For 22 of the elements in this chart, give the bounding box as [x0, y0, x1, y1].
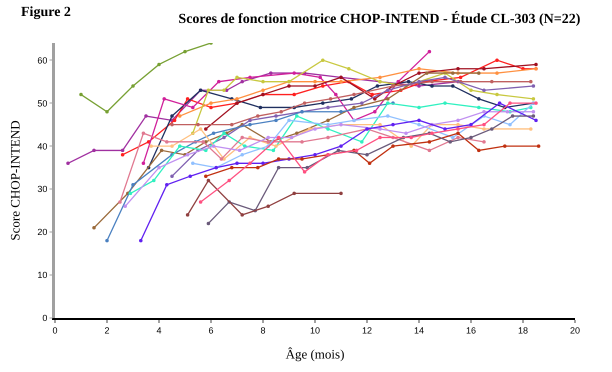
x-tick-label: 18	[518, 326, 528, 336]
x-tick-label: 8	[260, 326, 266, 336]
y-axis-title: Score CHOP-INTEND	[7, 120, 22, 241]
y-tick-label: 60	[37, 55, 48, 66]
y-tick-label: 0	[42, 313, 48, 324]
x-tick-label: 4	[156, 326, 162, 336]
x-tick-label: 14	[414, 326, 424, 336]
x-tick-label: 0	[52, 326, 58, 336]
x-tick-label: 6	[208, 326, 214, 336]
y-tick-label: 40	[37, 141, 48, 152]
y-tick-label: 10	[37, 270, 48, 280]
x-tick-label: 10	[310, 326, 320, 336]
x-tick-label: 20	[570, 326, 580, 336]
y-tick-label: 50	[37, 98, 48, 108]
y-tick-label: 30	[37, 184, 48, 194]
caption: Figure 2	[21, 5, 71, 20]
x-tick-label: 2	[104, 326, 110, 336]
x-tick-label: 12	[362, 326, 372, 336]
x-tick-label: 16	[466, 326, 476, 336]
chart-title: Scores de fonction motrice CHOP-INTEND - Étude CL-303 (N=22)	[178, 10, 581, 27]
x-axis-title: Âge (mois)	[286, 346, 344, 362]
y-tick-label: 20	[37, 227, 48, 238]
